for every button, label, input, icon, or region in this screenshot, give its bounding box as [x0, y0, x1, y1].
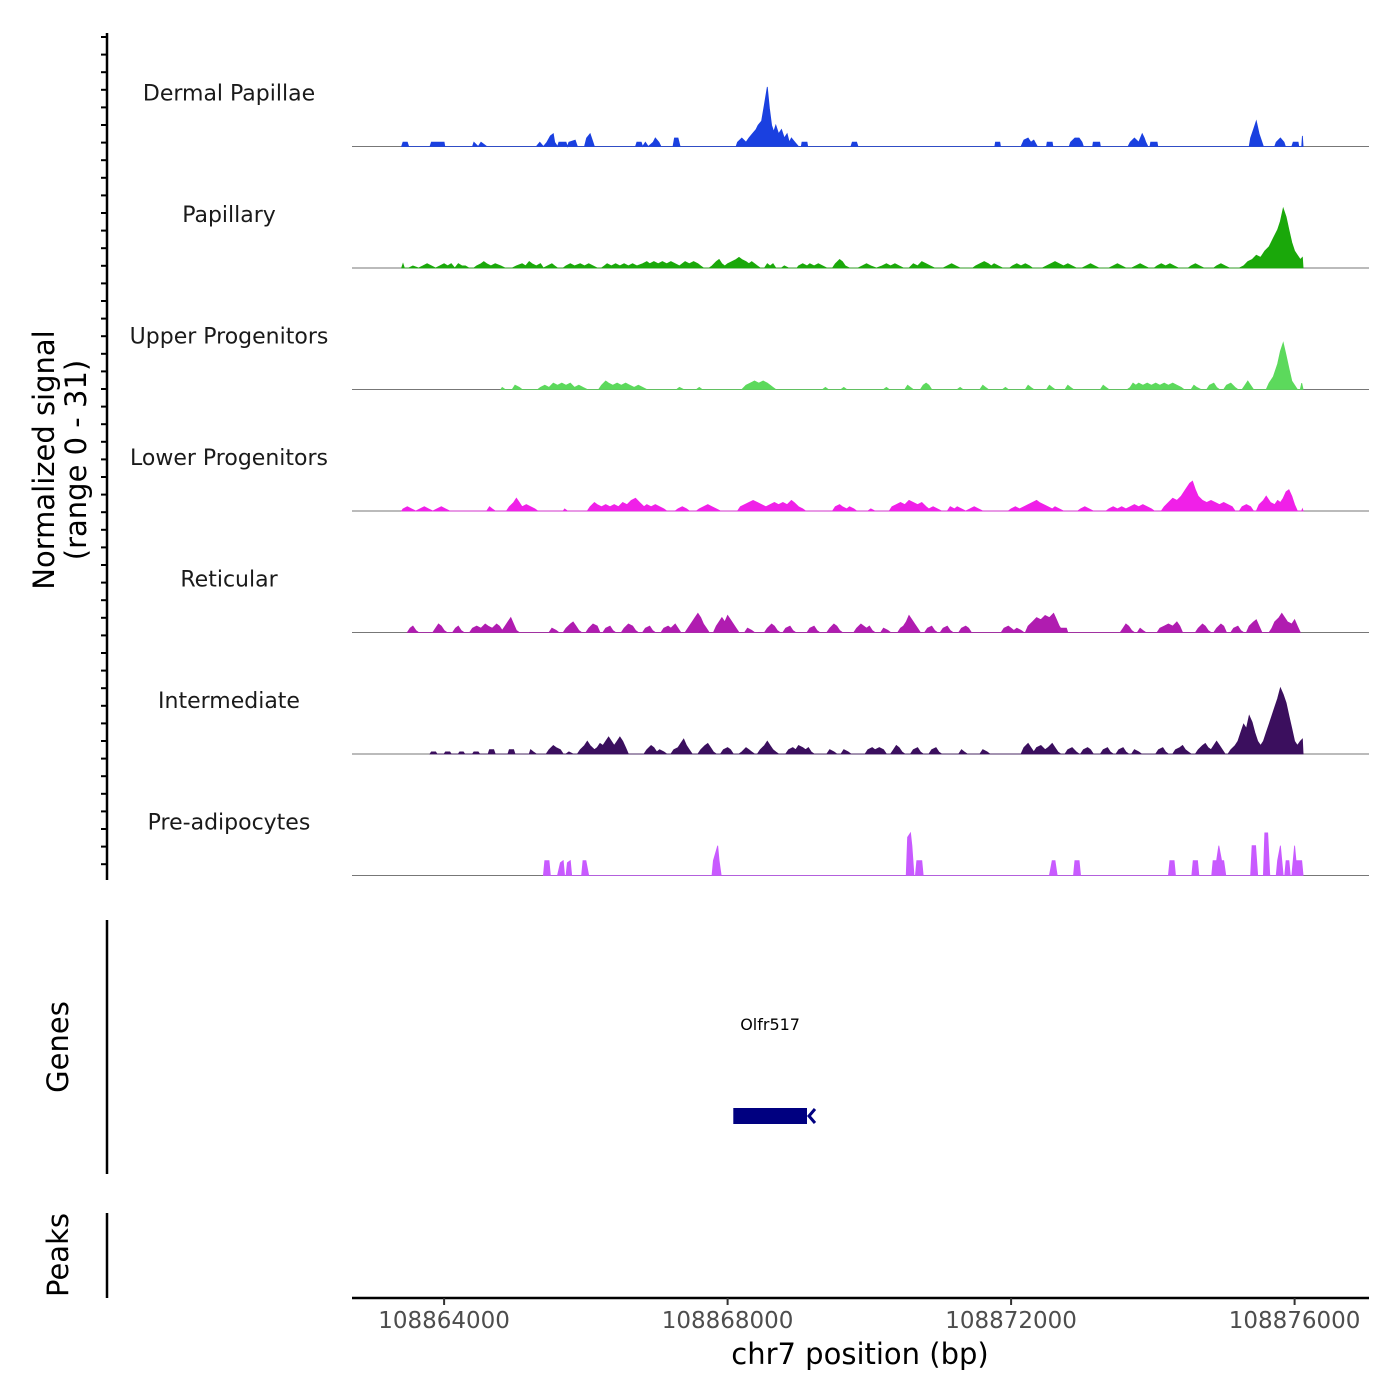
track-area-reticular	[406, 612, 1301, 633]
x-tick-label: 108868000	[662, 1308, 794, 1334]
track-label-pre-adipocytes: Pre-adipocytes	[148, 811, 311, 836]
track-area-papillary	[401, 206, 1304, 269]
genes-panel-title: Genes	[41, 1001, 75, 1093]
track-label-papillary: Papillary	[182, 203, 276, 228]
track-areas	[352, 86, 1369, 876]
y-axis-title: Normalized signal (range 0 - 31)	[27, 330, 93, 589]
track-labels: Dermal Papillae Papillary Upper Progenitor…	[130, 82, 329, 836]
gene-layer: Olfr517	[733, 1015, 817, 1124]
track-area-lower-progenitors	[400, 480, 1304, 512]
track-area-dermal-papillae	[401, 86, 1304, 148]
gene-strand-arrow	[807, 1108, 817, 1124]
x-axis-title: chr7 position (bp)	[731, 1337, 988, 1371]
track-label-dermal-papillae: Dermal Papillae	[143, 82, 315, 107]
y-axis-title-line1: Normalized signal	[27, 330, 61, 589]
track-label-upper-progenitors: Upper Progenitors	[130, 325, 329, 350]
x-tick-label: 108864000	[378, 1308, 510, 1334]
track-area-pre-adipocytes	[542, 831, 1304, 876]
peaks-panel-title: Peaks	[41, 1213, 75, 1297]
track-label-intermediate: Intermediate	[158, 689, 300, 714]
x-axis-ticks: 108864000 108868000 108872000 108876000	[378, 1298, 1360, 1334]
coverage-y-ticks	[101, 36, 107, 866]
track-area-intermediate	[429, 686, 1304, 755]
x-tick-label: 108872000	[945, 1308, 1077, 1334]
track-label-lower-progenitors: Lower Progenitors	[130, 446, 328, 471]
track-label-reticular: Reticular	[180, 568, 278, 593]
gene-label-olfr517: Olfr517	[740, 1015, 800, 1034]
y-axis-title-line2: (range 0 - 31)	[59, 360, 93, 560]
x-tick-label: 108876000	[1229, 1308, 1361, 1334]
gene-body-olfr517	[733, 1108, 807, 1124]
track-area-upper-progenitors	[500, 341, 1304, 390]
